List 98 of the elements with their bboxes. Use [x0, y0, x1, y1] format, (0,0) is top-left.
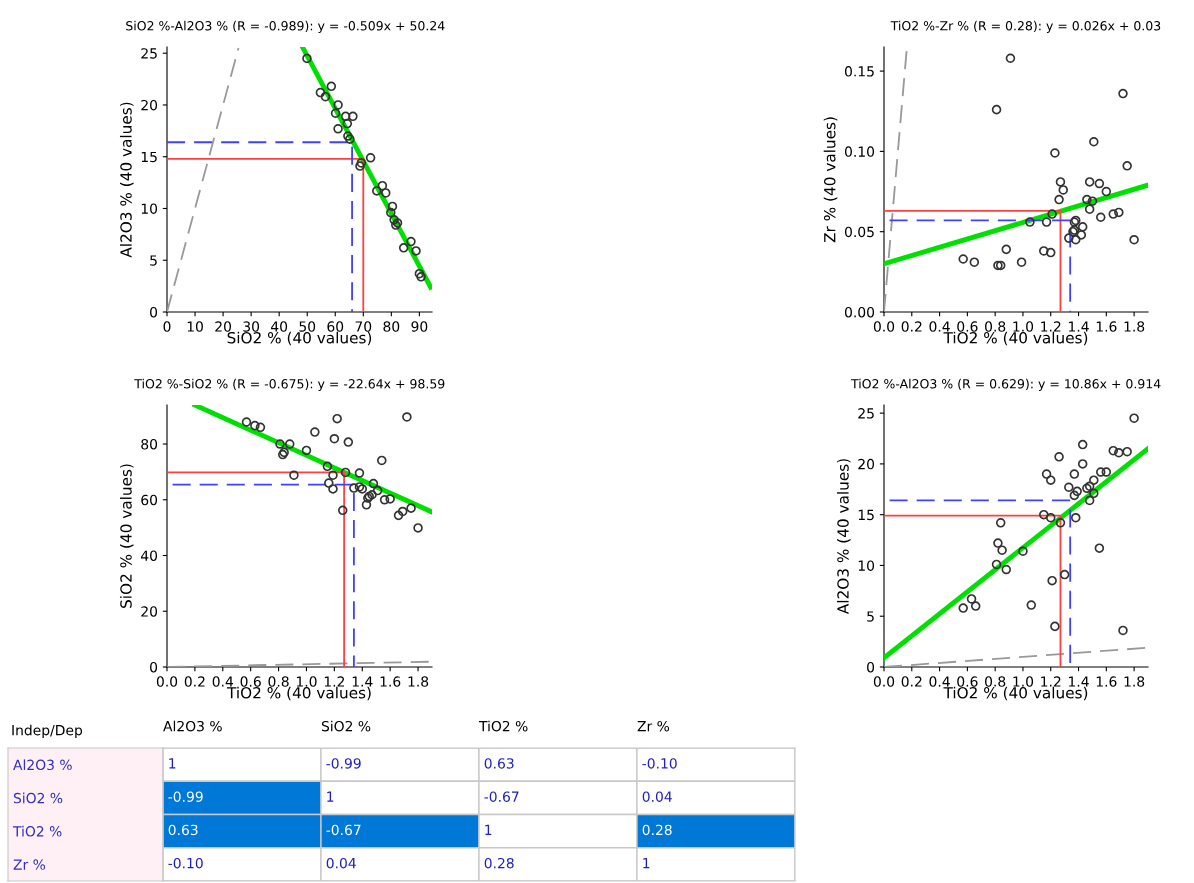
x-tick-label: 1.8	[1124, 321, 1145, 332]
x-tick-label: 0	[163, 321, 171, 332]
x-tick-label: TiO2 %	[478, 720, 528, 732]
data-label: 1	[169, 758, 176, 769]
chart-title: TiO2 %-Zr % (R = 0.28): y = 0.026x + 0.03	[890, 20, 1161, 33]
x-tick-label: 10	[187, 321, 203, 332]
x-tick-label: 0.2	[901, 676, 922, 687]
data-label: 1	[485, 824, 492, 835]
chart-title: SiO2 %-Al2O3 % (R = -0.989): y = -0.509x + 50.24	[126, 20, 445, 33]
x-tick-label: 0.2	[901, 321, 922, 332]
y-tick-label: 40	[140, 550, 158, 561]
x-tick-label: 20	[215, 321, 231, 332]
x-tick-label: 1.0	[1013, 676, 1034, 687]
x-tick-label: 1.6	[380, 676, 401, 687]
y-tick-label: TiO2 %	[12, 825, 62, 837]
x-tick-label: Al2O3 %	[163, 720, 222, 732]
x-tick-label: 0.6	[957, 321, 978, 332]
data-label: 0.28	[642, 824, 672, 836]
data-label: -0.99	[168, 791, 203, 802]
y-axis-title: Indep/Dep	[12, 724, 83, 739]
y-tick-label: 5	[867, 611, 874, 622]
y-tick-label: 5	[150, 255, 157, 266]
x-tick-label: 0.8	[268, 676, 289, 687]
data-label: 0.04	[326, 857, 356, 869]
x-tick-label: 1.4	[1069, 676, 1089, 687]
x-tick-label: 30	[243, 321, 260, 332]
chart-title: TiO2 %-SiO2 % (R = -0.675): y = -22.64x + 98.59	[134, 378, 445, 391]
y-tick-label: 80	[141, 438, 158, 450]
x-tick-label: 0.6	[957, 676, 978, 687]
x-tick-label: SiO2 %	[321, 720, 371, 732]
x-tick-label: 0.0	[156, 676, 178, 687]
y-tick-label: 15	[858, 509, 874, 521]
x-tick-label: 0.6	[240, 676, 261, 687]
data-label: 0.28	[484, 857, 514, 869]
y-tick-label: 20	[141, 99, 158, 111]
x-tick-label: 1.0	[1013, 321, 1034, 332]
y-tick-label: Zr %	[13, 859, 46, 870]
chart-title: TiO2 %-Al2O3 % (R = 0.629): y = 10.86x + 0.914	[850, 378, 1161, 391]
y-tick-label: SiO2 %	[13, 792, 63, 804]
data-label: -0.10	[642, 758, 677, 769]
x-tick-label: 1.0	[296, 676, 317, 687]
x-tick-label: 1.8	[408, 676, 429, 687]
x-tick-label: 1.8	[1124, 676, 1145, 687]
data-label: -0.99	[326, 758, 361, 769]
x-tick-label: 50	[299, 321, 316, 332]
y-tick-label: 10	[141, 203, 158, 214]
y-axis-title: SiO2 % (40 values)	[119, 464, 134, 608]
x-tick-label: 0.8	[985, 321, 1006, 332]
y-axis-title: Al2O3 % (40 values)	[119, 102, 134, 258]
y-tick-label: 0.10	[844, 146, 875, 157]
x-tick-label: 0.0	[873, 321, 895, 332]
data-label: 0.04	[642, 791, 672, 802]
x-tick-label: Zr %	[637, 720, 670, 732]
x-tick-label: 0.4	[212, 676, 234, 687]
x-axis-title: TiO2 % (40 values)	[943, 331, 1088, 346]
x-tick-label: 1.2	[1041, 321, 1061, 332]
x-tick-label: 0.2	[184, 676, 205, 687]
x-tick-label: 1.4	[352, 676, 373, 687]
x-tick-label: 0.4	[929, 676, 950, 687]
x-axis-title: TiO2 % (40 values)	[226, 686, 371, 701]
y-tick-label: 0.00	[844, 306, 875, 318]
data-label: -0.67	[326, 824, 361, 836]
x-axis-title: TiO2 % (40 values)	[943, 686, 1088, 701]
data-label: -0.67	[484, 791, 519, 802]
x-tick-label: 1.2	[1041, 676, 1061, 687]
data-label: 0.63	[168, 824, 198, 836]
y-tick-label: 0	[867, 661, 875, 673]
x-tick-label: 1.2	[324, 676, 345, 687]
x-tick-label: 80	[383, 321, 400, 332]
data-label: 1	[643, 858, 650, 869]
x-tick-label: 40	[271, 321, 288, 332]
y-tick-label: 25	[858, 408, 874, 419]
x-tick-label: 90	[411, 321, 428, 332]
x-tick-label: 60	[327, 321, 344, 332]
y-tick-label: Al2O3 %	[13, 759, 72, 771]
y-tick-label: 60	[141, 494, 158, 506]
y-tick-label: 0	[150, 661, 158, 673]
data-label: -0.10	[168, 857, 203, 869]
y-tick-label: 20	[141, 606, 158, 617]
x-tick-label: 1.6	[1096, 676, 1117, 687]
y-tick-label: 20	[858, 458, 875, 470]
x-axis-title: SiO2 % (40 values)	[227, 331, 372, 346]
x-tick-label: 1.4	[1069, 321, 1089, 332]
data-label: 1	[327, 791, 334, 802]
x-tick-label: 1.6	[1096, 321, 1117, 332]
x-tick-label: 0.8	[985, 676, 1006, 687]
y-tick-label: 10	[858, 560, 875, 571]
y-tick-label: 15	[141, 151, 157, 163]
y-axis-title: Al2O3 % (40 values)	[836, 459, 851, 615]
y-tick-label: 0.15	[844, 66, 874, 77]
x-tick-label: 70	[355, 321, 372, 332]
y-tick-label: 25	[141, 48, 157, 59]
x-tick-label: 0.0	[873, 676, 895, 687]
y-tick-label: 0	[150, 306, 158, 318]
x-tick-label: 0.4	[929, 321, 950, 332]
data-label: 0.63	[484, 758, 514, 769]
y-tick-label: 0.05	[844, 226, 874, 238]
y-axis-title: Zr % (40 values)	[823, 117, 838, 243]
